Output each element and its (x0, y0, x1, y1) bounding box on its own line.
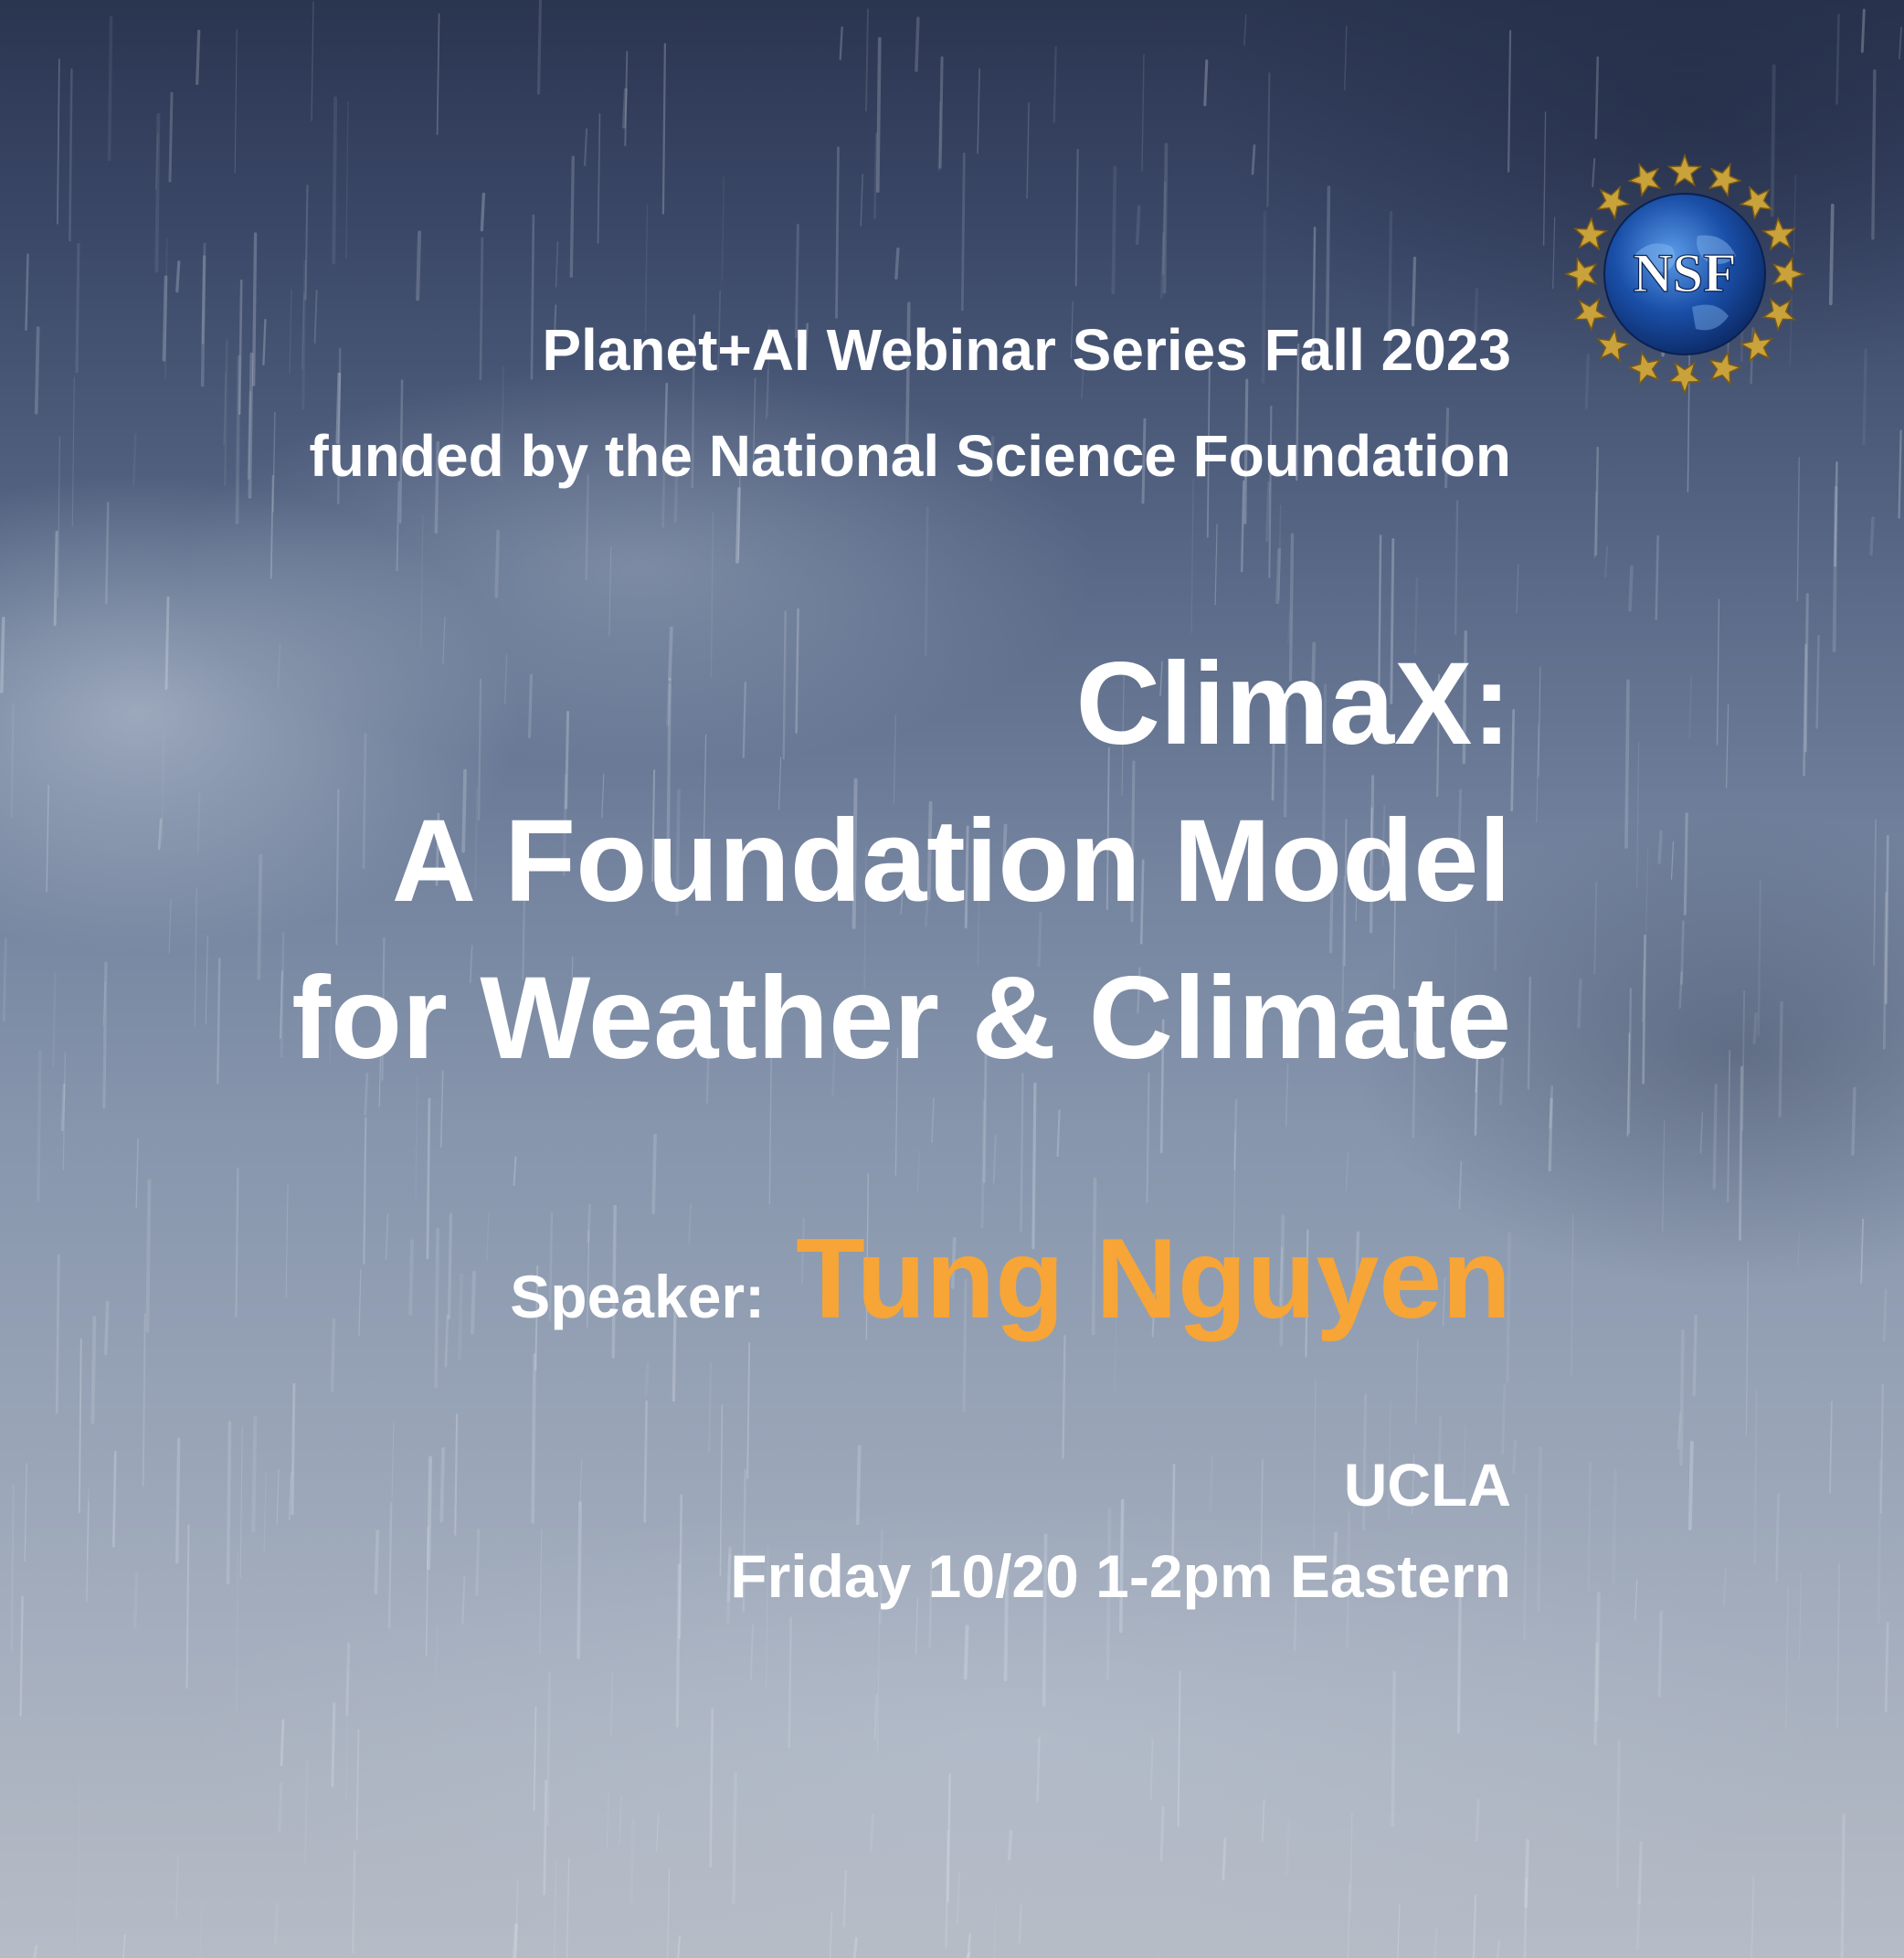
event-schedule: Friday 10/20 1-2pm Eastern (730, 1542, 1511, 1610)
series-title: Planet+AI Webinar Series Fall 2023 (542, 317, 1511, 383)
funding-line: funded by the National Science Foundatio… (309, 423, 1511, 489)
talk-title-line-1: ClimaX: (1075, 639, 1511, 769)
speaker-name: Tung Nguyen (796, 1216, 1511, 1342)
speaker-affiliation: UCLA (1343, 1451, 1511, 1519)
speaker-label: Speaker: (510, 1263, 766, 1330)
nsf-seal-icon: NSF (1564, 153, 1805, 395)
talk-title-line-2: A Foundation Model (391, 796, 1511, 926)
event-details: UCLA Friday 10/20 1-2pm Eastern (730, 1439, 1511, 1622)
talk-title: ClimaX: A Foundation Model for Weather &… (291, 626, 1511, 1097)
nsf-logo-text: NSF (1633, 243, 1736, 303)
series-header: Planet+AI Webinar Series Fall 2023 funde… (309, 297, 1511, 509)
speaker-line: Speaker: Tung Nguyen (510, 1211, 1511, 1365)
talk-title-line-3: for Weather & Climate (291, 953, 1511, 1084)
